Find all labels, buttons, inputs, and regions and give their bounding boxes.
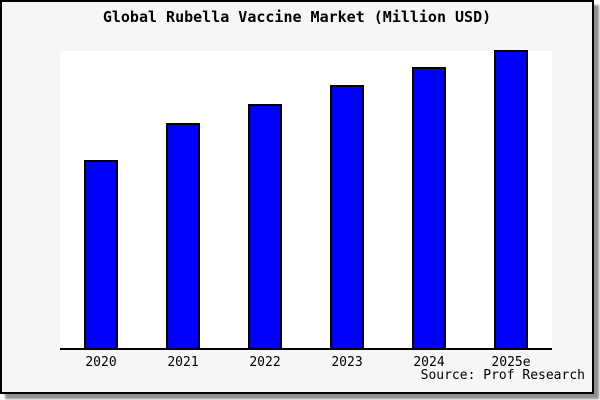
bars-container: [60, 50, 552, 348]
bar-2024: [412, 67, 446, 348]
x-label-2021: 2021: [167, 355, 199, 370]
bar-2020: [84, 160, 118, 348]
x-label-2024: 2024: [413, 355, 445, 370]
x-label-2025e: 2025e: [491, 355, 531, 370]
bar-slot-2020: [60, 51, 142, 348]
bar-slot-2022: [224, 51, 306, 348]
x-label-2022: 2022: [249, 355, 281, 370]
source-note: Source: Prof Research: [420, 368, 585, 383]
plot-area: [60, 50, 552, 350]
x-axis-labels: 2020 2021 2022 2023 2024 2025e: [60, 355, 552, 370]
chart-frame: Global Rubella Vaccine Market (Million U…: [0, 0, 594, 394]
bar-slot-2024: [388, 51, 470, 348]
bar-slot-2025e: [470, 50, 552, 348]
x-label-2020: 2020: [85, 355, 117, 370]
bar-2023: [330, 85, 364, 348]
bar-slot-2023: [306, 51, 388, 348]
bar-2021: [166, 123, 200, 348]
x-label-2023: 2023: [331, 355, 363, 370]
bar-2025e: [494, 50, 528, 348]
chart-title: Global Rubella Vaccine Market (Million U…: [102, 8, 492, 26]
bar-2022: [248, 104, 282, 348]
bar-slot-2021: [142, 51, 224, 348]
